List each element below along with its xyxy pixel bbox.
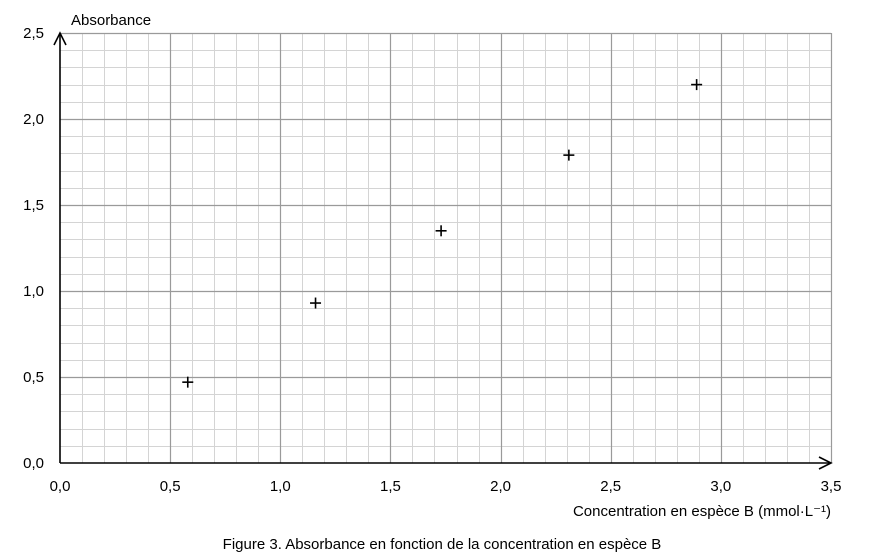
x-tick-label: 2,5: [600, 478, 621, 495]
data-point: [310, 297, 322, 309]
minor-grid: [60, 33, 832, 463]
x-tick-label: 3,0: [710, 478, 731, 495]
y-tick-label: 0,0: [23, 455, 44, 472]
x-axis-label: Concentration en espèce B (mmol·L⁻¹): [573, 503, 831, 520]
x-tick-label: 1,5: [380, 478, 401, 495]
y-tick-label: 2,0: [23, 111, 44, 128]
data-point: [563, 149, 575, 161]
y-axis-arrow: [53, 31, 67, 46]
major-grid: [60, 32, 833, 463]
data-point: [435, 225, 447, 237]
y-tick-label: 1,0: [23, 283, 44, 300]
x-tick-label: 3,5: [821, 478, 842, 495]
x-tick-label: 1,0: [270, 478, 291, 495]
data-points: [182, 79, 703, 388]
x-tick-label: 0,0: [50, 478, 71, 495]
x-tick-label: 2,0: [490, 478, 511, 495]
y-axis-label: Absorbance: [71, 12, 151, 29]
data-point: [691, 79, 703, 91]
tick-labels: 0,0 0,5 1,0 1,5 2,0 2,5 3,0 3,5 0,0 0,5 1,0 1,5 2,0 2…: [23, 25, 841, 495]
data-point: [182, 376, 194, 388]
x-tick-label: 0,5: [160, 478, 181, 495]
figure-caption: Figure 3. Absorbance en fonction de la c…: [223, 536, 662, 553]
x-axis-arrow: [818, 456, 833, 470]
y-tick-label: 1,5: [23, 197, 44, 214]
y-tick-label: 2,5: [23, 25, 44, 42]
y-tick-label: 0,5: [23, 369, 44, 386]
axes: [53, 31, 833, 470]
